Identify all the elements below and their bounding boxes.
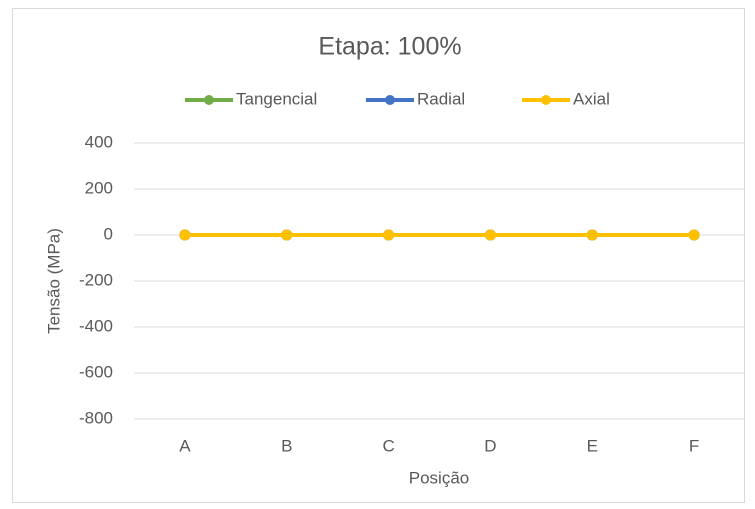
legend-label: Axial — [573, 89, 610, 108]
y-tick-label: -600 — [79, 362, 113, 381]
point — [688, 229, 700, 241]
legend-marker — [541, 95, 551, 105]
point — [383, 229, 395, 241]
x-tick-label: F — [689, 436, 699, 455]
x-tick-label: D — [484, 436, 496, 455]
point — [586, 229, 598, 241]
y-tick-label: -200 — [79, 270, 113, 289]
y-tick-label: -400 — [79, 316, 113, 335]
y-tick-label: -800 — [79, 408, 113, 427]
x-tick-label: C — [382, 436, 394, 455]
chart-border — [12, 8, 745, 503]
legend-marker — [204, 95, 214, 105]
legend-marker — [385, 95, 395, 105]
y-axis-label: Tensão (MPa) — [44, 228, 63, 334]
chart-title: Etapa: 100% — [318, 33, 461, 61]
x-axis-label: Posição — [409, 468, 469, 487]
point — [484, 229, 496, 241]
x-tick-label: B — [281, 436, 292, 455]
y-tick-label: 0 — [104, 224, 113, 243]
x-tick-label: A — [179, 436, 191, 455]
y-tick-label: 400 — [85, 132, 113, 151]
legend-label: Radial — [417, 89, 465, 108]
legend-label: Tangencial — [236, 89, 317, 108]
x-tick-label: E — [587, 436, 598, 455]
y-tick-label: 200 — [85, 178, 113, 197]
point — [179, 229, 191, 241]
point — [281, 229, 293, 241]
